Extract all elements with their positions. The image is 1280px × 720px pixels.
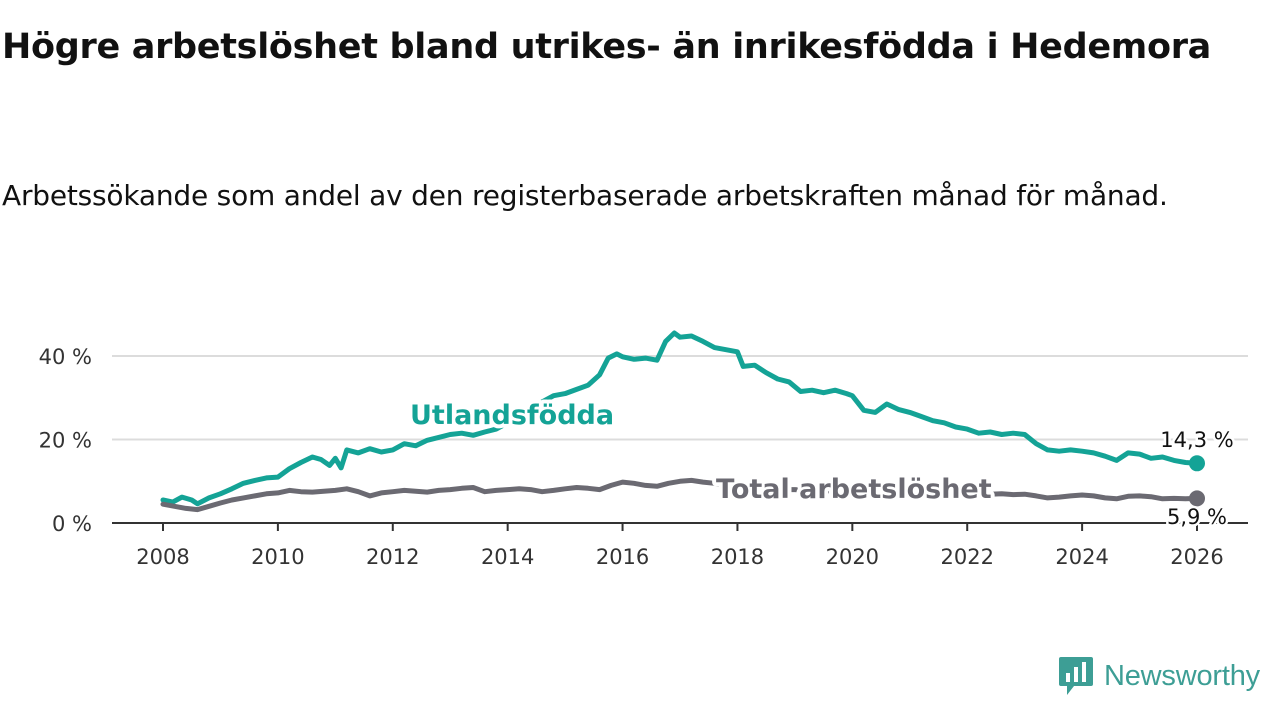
- x-tick-label: 2008: [136, 545, 189, 569]
- x-tick-label: 2010: [251, 545, 304, 569]
- total-end-dot: [1189, 490, 1205, 507]
- total-end-label: 5,9 %: [1167, 505, 1227, 529]
- y-tick-label: 20 %: [39, 429, 92, 453]
- x-tick-label: 2016: [596, 545, 649, 569]
- x-tick-label: 2014: [481, 545, 534, 569]
- x-tick-label: 2012: [366, 545, 419, 569]
- brand-name: Newsworthy: [1104, 659, 1260, 692]
- chart-subtitle: Arbetssökande som andel av den registerb…: [2, 179, 1168, 212]
- utlandsfodda-end-label: 14,3 %: [1160, 428, 1233, 452]
- x-tick-label: 2026: [1170, 545, 1223, 569]
- series-line-total: [160, 477, 1200, 513]
- newsworthy-logo: Newsworthy: [1058, 654, 1260, 698]
- series-label-utlandsfodda: Utlandsfödda: [410, 400, 614, 431]
- x-tick-label: 2024: [1055, 545, 1108, 569]
- x-tick-label: 2022: [940, 545, 993, 569]
- utlandsfodda-end-dot: [1189, 455, 1205, 472]
- chart-title: Högre arbetslöshet bland utrikes- än inr…: [2, 27, 1211, 67]
- x-tick-label: 2020: [826, 545, 879, 569]
- series-line-utlandsfodda: [160, 330, 1200, 507]
- y-tick-label: 40 %: [39, 345, 92, 369]
- newsworthy-logo-icon: [1059, 657, 1093, 695]
- y-tick-label: 0 %: [52, 512, 92, 536]
- series-label-total: Total arbetslöshet: [716, 474, 992, 505]
- x-tick-label: 2018: [711, 545, 764, 569]
